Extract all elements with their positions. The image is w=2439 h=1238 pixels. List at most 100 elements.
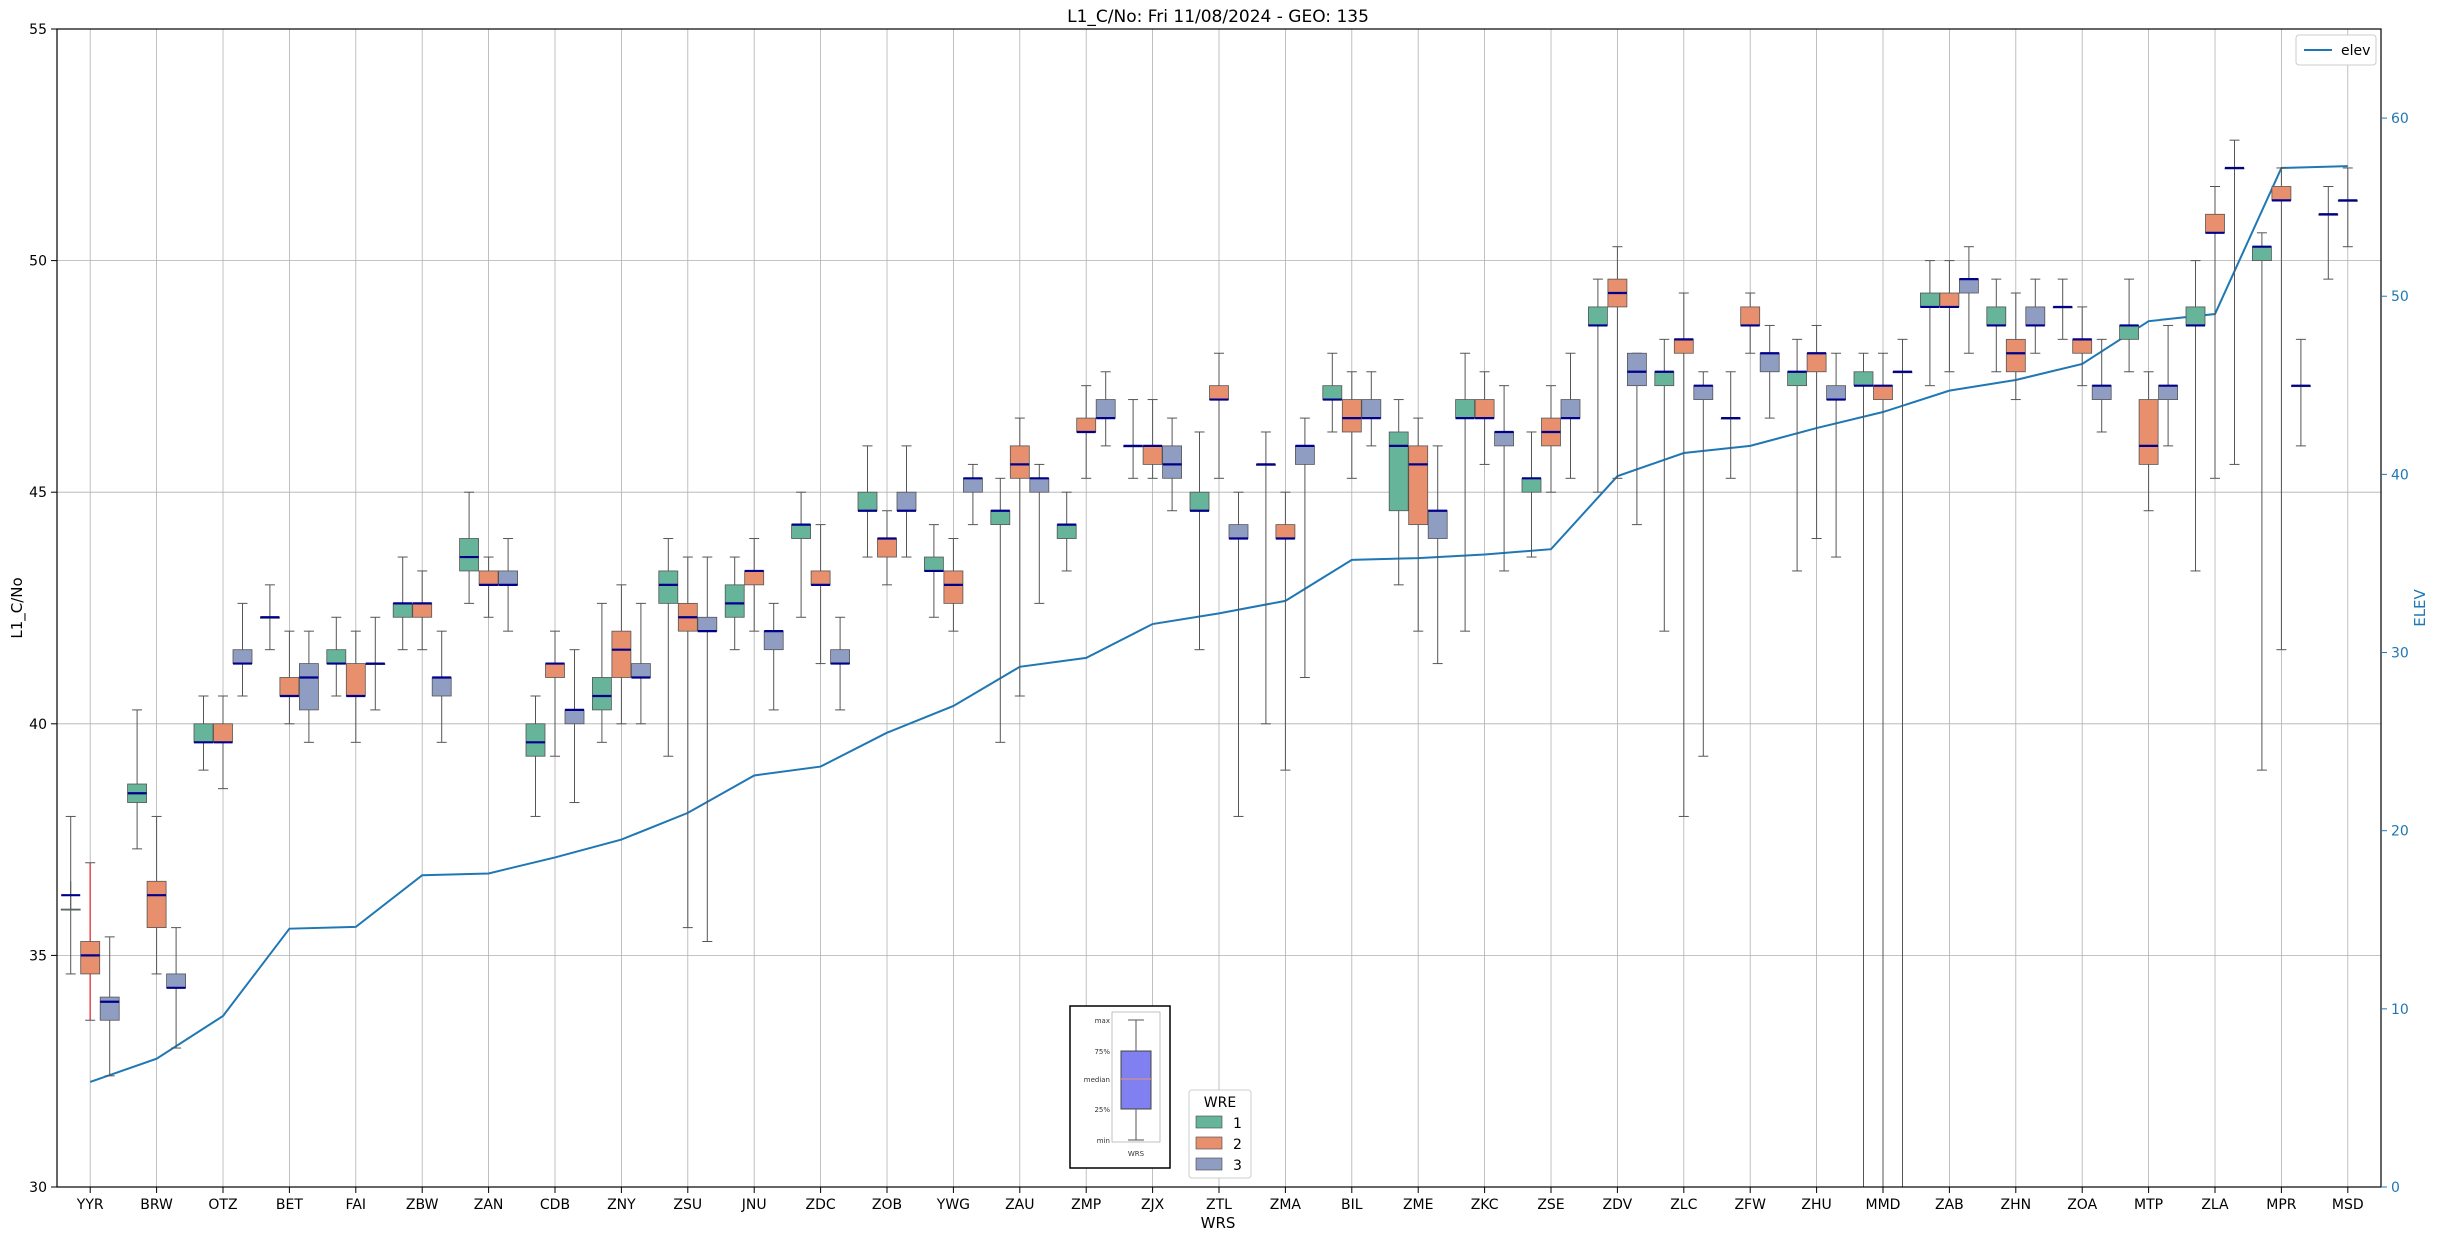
box-ZSU-2	[677, 556, 698, 929]
x-tick-label: ZAN	[474, 1197, 504, 1213]
x-tick-label: ZBW	[406, 1197, 439, 1213]
box-MTP-3	[2158, 324, 2179, 447]
box-ZNY-3	[631, 602, 651, 725]
y-tick-right-label: 50	[2391, 289, 2409, 305]
box-body	[2119, 325, 2140, 340]
box-body	[697, 616, 718, 632]
box-FAI-2	[345, 630, 366, 743]
box-body	[592, 677, 612, 711]
box-body	[1275, 524, 1296, 539]
box-body	[1455, 399, 1475, 419]
box-ZDV-3	[1627, 352, 1647, 526]
box-ZKC-2	[1474, 371, 1495, 465]
box-ZAU-2	[1009, 417, 1030, 697]
box-MMD-2	[1873, 352, 1893, 1188]
box-ZAN-2	[478, 556, 499, 618]
box-body	[2005, 338, 2026, 373]
box-body	[2025, 306, 2046, 326]
box-body	[1826, 385, 1846, 400]
box-body	[1427, 510, 1448, 539]
wre-swatch-1	[1195, 1115, 1223, 1129]
box-YWG-2	[943, 538, 964, 632]
box-body	[392, 602, 413, 618]
box-ZAB-3	[1959, 246, 1979, 354]
box-body	[213, 723, 233, 743]
box-ZDV-2	[1607, 246, 1628, 479]
box-BET-2	[279, 630, 300, 725]
box-body	[1920, 292, 1940, 308]
box-ZOB-3	[896, 445, 917, 558]
box-ZSE-2	[1541, 385, 1561, 493]
box-ZOA-1	[2052, 278, 2073, 340]
y-ticks-left: 30 35 40 45 50 55	[29, 22, 57, 1196]
box-body	[1388, 431, 1409, 512]
y-tick-label: 30	[29, 1180, 47, 1196]
box-body	[1873, 385, 1893, 400]
box-body	[1654, 371, 1675, 387]
box-YWG-3	[963, 463, 983, 526]
wre-label-1: 1	[1233, 1116, 1242, 1132]
box-CDB-1	[525, 695, 546, 817]
box-ZLA-2	[2205, 185, 2225, 479]
y-tick-right-label: 60	[2391, 111, 2409, 127]
box-body	[146, 880, 167, 929]
x-tick-label: ZLA	[2201, 1197, 2229, 1213]
y-axis-label-right: ELEV	[2411, 588, 2429, 626]
box-ZKC-3	[1494, 385, 1514, 572]
y-tick-right-label: 40	[2391, 467, 2409, 483]
x-tick-label: ZFW	[1734, 1197, 1766, 1213]
box-body	[1588, 306, 1608, 326]
box-body	[478, 570, 499, 586]
wre-label-2: 2	[1233, 1137, 1242, 1153]
box-ZMA-3	[1295, 417, 1315, 678]
x-tick-label: ZMP	[1071, 1197, 1101, 1213]
x-tick-label: ZSU	[673, 1197, 702, 1213]
box-YWG-1	[924, 524, 944, 618]
box-body	[724, 584, 745, 618]
x-tick-label: ZOA	[2067, 1197, 2097, 1213]
key-label-75: 75%	[1094, 1048, 1110, 1056]
box-body	[459, 538, 480, 572]
x-tick-label: ZME	[1403, 1197, 1434, 1213]
y-ticks-right: 0 10 20 30 40 50 60	[2381, 111, 2409, 1196]
box-MPR-3	[2290, 338, 2311, 447]
box-body	[943, 570, 964, 604]
x-tick-label: BET	[276, 1197, 303, 1213]
box-body	[1361, 399, 1382, 419]
box-BIL-3	[1361, 371, 1382, 447]
box-BET-1	[259, 584, 280, 651]
box-body	[1787, 371, 1807, 387]
box-body	[611, 630, 632, 678]
box-body	[658, 570, 679, 604]
key-label-25: 25%	[1094, 1106, 1110, 1114]
box-ZMP-3	[1095, 371, 1116, 447]
box-body	[545, 663, 565, 678]
box-YYR-2	[80, 862, 101, 1021]
box-ZBW-2	[412, 570, 433, 651]
box-body	[1322, 385, 1343, 400]
box-body	[1056, 524, 1077, 539]
box-ZOB-2	[877, 510, 897, 586]
x-tick-label: OTZ	[208, 1197, 237, 1213]
box-body	[1029, 477, 1050, 493]
box-CDB-2	[545, 630, 565, 757]
x-tick-label: ZAB	[1935, 1197, 1964, 1213]
wre-label-3: 3	[1233, 1158, 1242, 1174]
box-ZME-3	[1427, 445, 1448, 665]
box-body	[1408, 445, 1429, 526]
box-ZBW-1	[392, 556, 413, 651]
y-axis-label: L1_C/No	[8, 577, 27, 638]
box-body	[1095, 399, 1116, 419]
box-body	[924, 556, 944, 572]
y-tick-label: 45	[29, 485, 47, 501]
box-body	[193, 723, 214, 743]
box-ZJX-2	[1142, 399, 1163, 479]
box-MTP-1	[2119, 278, 2140, 373]
box-ZDC-1	[791, 491, 811, 618]
box-ZFW-3	[1759, 324, 1780, 419]
box-body	[326, 649, 347, 664]
x-tick-label: ZSE	[1537, 1197, 1564, 1213]
box-body	[99, 996, 120, 1021]
box-body	[990, 510, 1011, 526]
y-tick-label: 40	[29, 717, 47, 733]
